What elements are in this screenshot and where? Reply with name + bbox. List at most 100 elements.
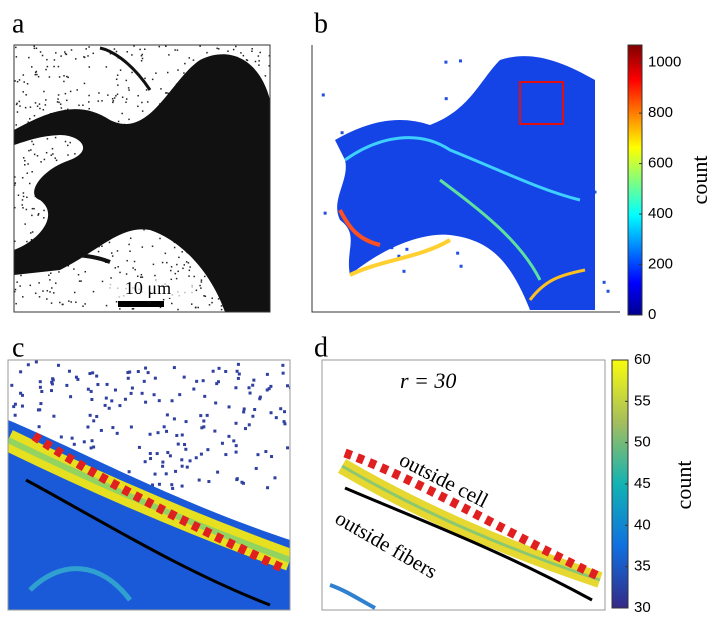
speckle — [196, 290, 198, 292]
speckle — [91, 439, 94, 442]
speckle — [89, 414, 92, 417]
speckle — [19, 101, 21, 103]
image-c — [8, 360, 292, 610]
speckle — [68, 370, 71, 373]
speckle — [15, 124, 17, 126]
speckle — [227, 435, 230, 438]
speckle — [142, 58, 144, 60]
speckle — [51, 302, 53, 304]
speckle — [31, 171, 33, 173]
speckle — [170, 483, 173, 486]
speckle — [112, 255, 114, 256]
speckle — [117, 250, 119, 252]
speckle — [14, 414, 17, 417]
speckle — [177, 69, 179, 71]
speckle — [181, 465, 184, 468]
speckle — [90, 398, 93, 401]
speckle — [248, 386, 251, 389]
speckle — [39, 402, 42, 405]
speckle — [25, 107, 27, 109]
speckle — [117, 266, 119, 268]
speckle — [22, 296, 24, 298]
speckle — [240, 481, 243, 484]
speckle — [174, 49, 176, 51]
speckle — [88, 95, 90, 97]
speckle — [128, 87, 130, 89]
speckle — [182, 268, 184, 270]
speckle — [52, 415, 55, 418]
speckle — [258, 60, 260, 62]
speckle — [114, 48, 116, 50]
speckle — [35, 360, 38, 363]
speckle — [184, 448, 187, 451]
speckle — [186, 261, 188, 263]
speckle — [169, 454, 172, 457]
speckle — [14, 403, 17, 406]
speckle — [258, 55, 260, 57]
speckle — [114, 267, 116, 269]
speckle — [79, 280, 81, 282]
speckle — [157, 431, 160, 434]
speckle — [174, 247, 176, 249]
speckle — [39, 108, 41, 110]
speckle — [59, 76, 61, 78]
speckle — [25, 94, 27, 96]
speckle — [34, 115, 36, 117]
speckle — [200, 453, 203, 456]
speckle — [183, 72, 185, 74]
speckle — [31, 215, 32, 217]
speckle — [173, 366, 176, 369]
speckle — [191, 303, 193, 305]
speckle — [202, 425, 205, 428]
speckle — [283, 410, 286, 413]
speckle — [171, 266, 173, 268]
speckle — [23, 91, 25, 93]
speckle — [35, 74, 37, 76]
speckle — [198, 479, 201, 482]
speckle — [249, 392, 252, 395]
speckle — [15, 303, 16, 305]
speckle — [19, 285, 21, 287]
speckle — [118, 404, 121, 407]
colorbar-tick-label: 0 — [648, 306, 656, 323]
speckle — [197, 307, 199, 309]
speckle — [248, 423, 251, 426]
speckle — [40, 51, 42, 53]
speckle — [238, 373, 241, 376]
colorbar-tick-label: 40 — [634, 516, 651, 533]
speckle — [111, 426, 114, 429]
speckle — [218, 298, 220, 300]
speckle — [22, 204, 24, 206]
speckle — [40, 390, 43, 393]
speckle — [65, 384, 68, 387]
speckle — [27, 83, 29, 85]
speckle — [215, 382, 218, 385]
speckle — [100, 429, 103, 432]
speckle — [199, 414, 202, 417]
speckle — [178, 393, 181, 396]
speckle — [125, 101, 127, 103]
speckle — [176, 264, 178, 266]
speckle — [30, 106, 32, 108]
speckle — [237, 377, 240, 380]
speckle — [88, 46, 90, 48]
speckle — [173, 417, 176, 420]
speckle — [30, 149, 32, 151]
speckle — [211, 298, 213, 300]
speckle — [116, 301, 118, 303]
speckle — [444, 61, 447, 64]
speckle — [161, 465, 164, 468]
speckle — [36, 74, 38, 76]
speckle — [46, 298, 48, 300]
speckle — [139, 49, 141, 51]
speckle — [84, 83, 86, 85]
speckle — [106, 383, 109, 386]
speckle — [40, 161, 42, 163]
speckle — [46, 59, 48, 61]
image-b — [322, 56, 610, 310]
speckle — [120, 69, 122, 71]
colorbar-title: count — [687, 156, 712, 205]
speckle — [23, 192, 25, 194]
speckle — [58, 66, 60, 68]
speckle — [165, 253, 167, 255]
